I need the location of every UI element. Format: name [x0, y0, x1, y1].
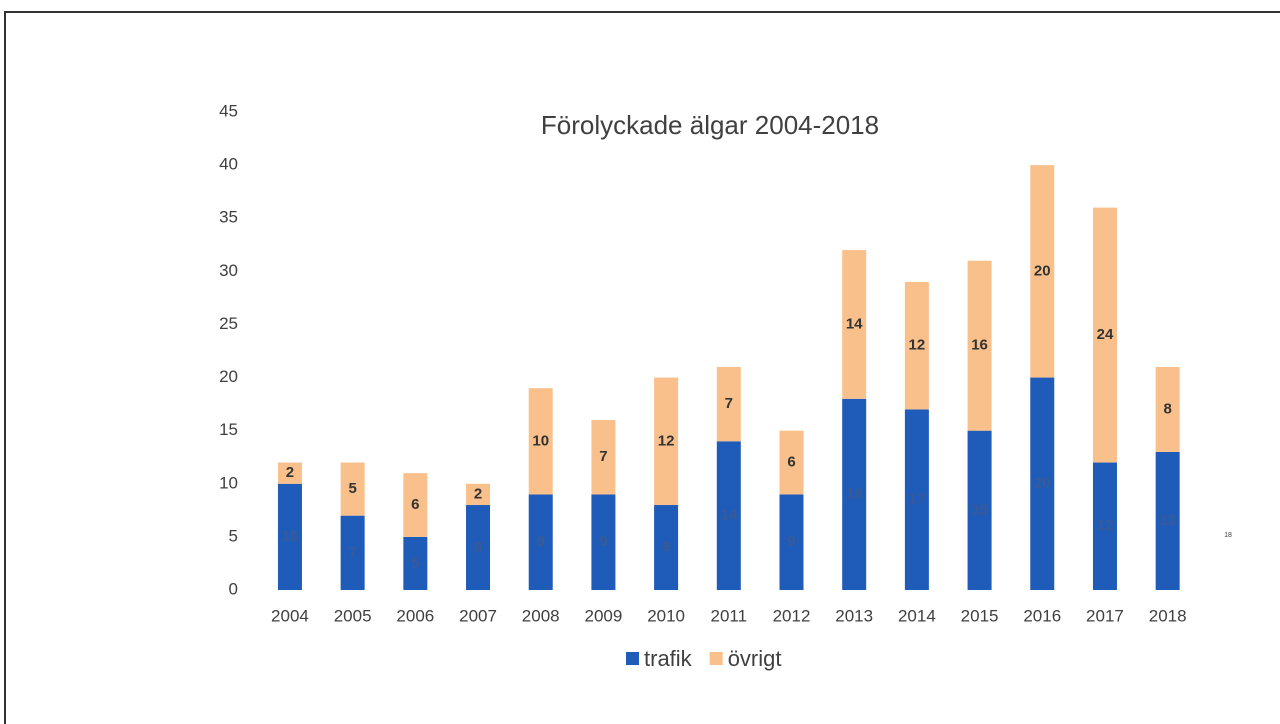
value-label: 9 [537, 533, 545, 550]
legend-swatch [626, 652, 639, 665]
bar-segment [528, 494, 553, 590]
bar-segment [1092, 462, 1117, 590]
x-tick-label: 2006 [396, 606, 434, 625]
bar-segment [654, 377, 679, 506]
frame [4, 11, 1280, 724]
bar-segment [779, 494, 804, 590]
value-label: 14 [720, 507, 737, 524]
value-label: 15 [971, 501, 988, 518]
y-tick-label: 35 [219, 208, 238, 227]
bar-segment [591, 494, 616, 590]
value-label: 2 [286, 464, 294, 481]
x-tick-label: 2004 [271, 606, 309, 625]
bar-segment [654, 505, 679, 590]
y-tick-label: 30 [219, 261, 238, 280]
bar-segment [904, 281, 929, 410]
value-label: 10 [532, 432, 549, 449]
y-tick-label: 0 [229, 579, 238, 598]
value-label: 12 [658, 432, 675, 449]
bar-segment [277, 483, 302, 590]
bar-segment [528, 388, 553, 495]
bar-segment [1155, 451, 1180, 590]
value-label: 9 [787, 533, 795, 550]
y-tick-label: 25 [219, 314, 238, 333]
x-tick-label: 2016 [1023, 606, 1061, 625]
bar-segment [277, 462, 302, 484]
bar-segment [340, 515, 365, 590]
y-tick-label: 10 [219, 473, 238, 492]
value-label: 24 [1097, 326, 1114, 343]
y-tick-label: 20 [219, 367, 238, 386]
bar-segment [1030, 377, 1055, 590]
x-tick-label: 2012 [773, 606, 811, 625]
legend-label: övrigt [728, 646, 782, 671]
value-label: 8 [474, 538, 482, 555]
bar-segment [1155, 366, 1180, 452]
x-tick-label: 2013 [835, 606, 873, 625]
bar-segment [967, 430, 992, 590]
bar-segment [716, 441, 741, 590]
page-number: 18 [1224, 532, 1232, 539]
value-label: 5 [348, 480, 356, 497]
bar-segment [403, 536, 428, 590]
bar-segment [403, 473, 428, 537]
x-tick-label: 2005 [334, 606, 372, 625]
chart-title: Förolyckade älgar 2004-2018 [541, 110, 879, 140]
bar-segment [779, 430, 804, 495]
value-label: 17 [909, 491, 926, 508]
x-tick-label: 2018 [1149, 606, 1187, 625]
value-label: 10 [282, 528, 299, 545]
bar-segment [591, 420, 616, 495]
bar-segment [1030, 165, 1055, 378]
value-label: 16 [971, 337, 988, 354]
value-label: 6 [411, 496, 419, 513]
bar-segment [716, 366, 741, 442]
x-tick-label: 2011 [711, 606, 748, 625]
legend-label: trafik [644, 646, 693, 671]
x-tick-label: 2008 [522, 606, 560, 625]
value-label: 5 [411, 554, 419, 571]
bar-segment [967, 260, 992, 431]
value-label: 6 [787, 454, 795, 471]
value-label: 18 [846, 485, 863, 502]
x-tick-label: 2017 [1086, 606, 1124, 625]
value-label: 2 [474, 485, 482, 502]
x-tick-label: 2009 [584, 606, 622, 625]
value-label: 13 [1159, 512, 1176, 529]
value-label: 7 [599, 448, 607, 465]
x-tick-label: 2014 [898, 606, 936, 625]
value-label: 9 [599, 533, 607, 550]
x-tick-label: 2010 [647, 606, 685, 625]
x-tick-label: 2007 [459, 606, 497, 625]
bar-segment [1092, 207, 1117, 463]
y-tick-label: 5 [229, 526, 238, 545]
x-tick-label: 2015 [961, 606, 999, 625]
value-label: 12 [1097, 517, 1114, 534]
value-label: 12 [909, 337, 926, 354]
value-label: 7 [725, 395, 733, 412]
bar-segment [842, 250, 867, 399]
bar-segment [842, 398, 867, 590]
y-tick-label: 45 [219, 101, 238, 120]
value-label: 20 [1034, 475, 1051, 492]
bar-segment [466, 505, 491, 590]
y-tick-label: 15 [219, 420, 238, 439]
bar-segment [340, 462, 365, 516]
bar-segment [904, 409, 929, 590]
y-tick-label: 40 [219, 155, 238, 174]
value-label: 8 [662, 538, 670, 555]
bar-segment [466, 483, 491, 506]
value-label: 20 [1034, 262, 1051, 279]
legend-swatch [709, 652, 723, 665]
value-label: 7 [348, 544, 356, 561]
value-label: 8 [1163, 400, 1171, 417]
value-label: 14 [846, 315, 863, 332]
